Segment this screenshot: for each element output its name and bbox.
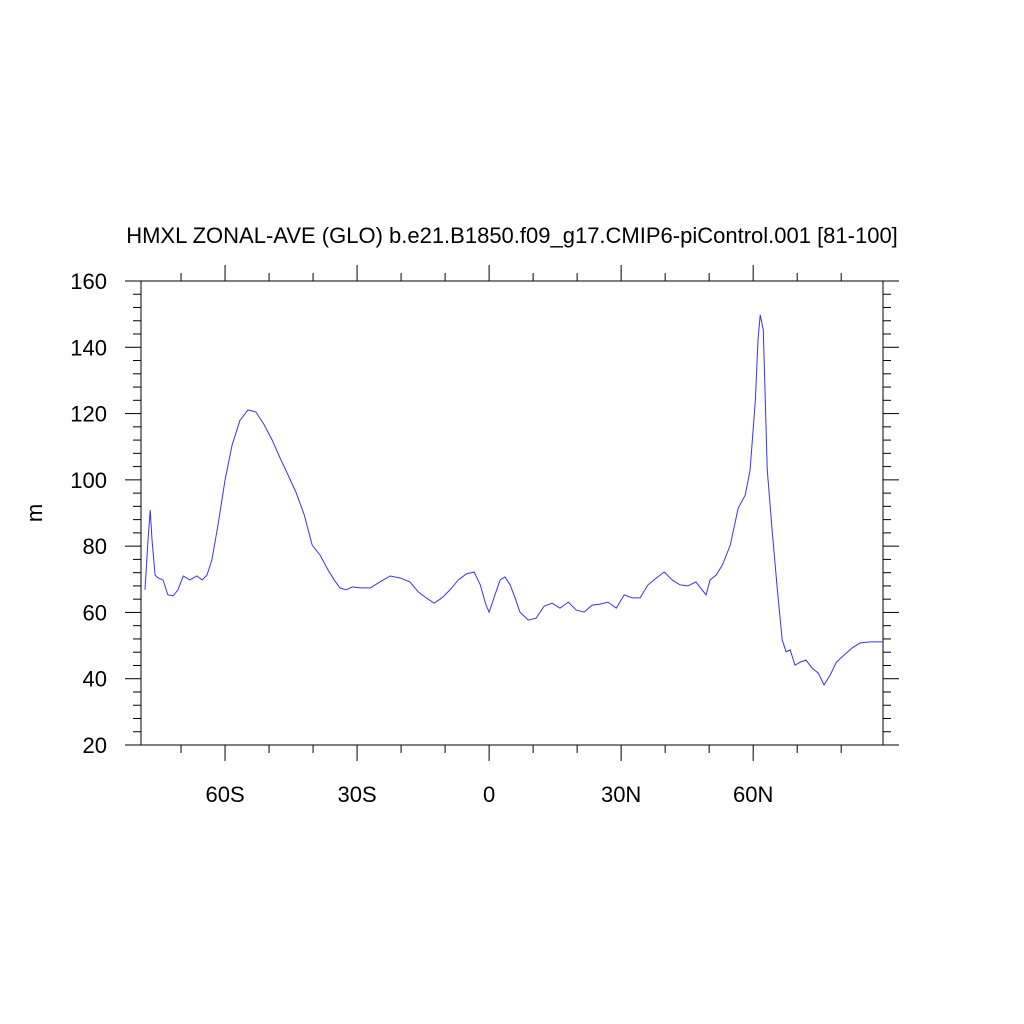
- chart-title: HMXL ZONAL-AVE (GLO) b.e21.B1850.f09_g17…: [126, 223, 898, 248]
- x-tick-label: 60N: [733, 782, 773, 807]
- y-tick-label: 160: [70, 269, 107, 294]
- y-tick-label: 120: [70, 402, 107, 427]
- y-tick-label: 80: [83, 534, 107, 559]
- y-axis-label: m: [22, 504, 47, 522]
- y-tick-label: 140: [70, 335, 107, 360]
- y-tick-label: 40: [83, 667, 107, 692]
- plot-frame: [140, 280, 884, 746]
- y-tick-label: 60: [83, 600, 107, 625]
- y-tick-label: 100: [70, 468, 107, 493]
- x-tick-label: 30S: [338, 782, 377, 807]
- x-tick-label: 0: [483, 782, 495, 807]
- y-tick-label: 20: [83, 733, 107, 758]
- data-line: [144, 314, 883, 687]
- x-tick-label: 60S: [205, 782, 244, 807]
- x-tick-label: 30N: [601, 782, 641, 807]
